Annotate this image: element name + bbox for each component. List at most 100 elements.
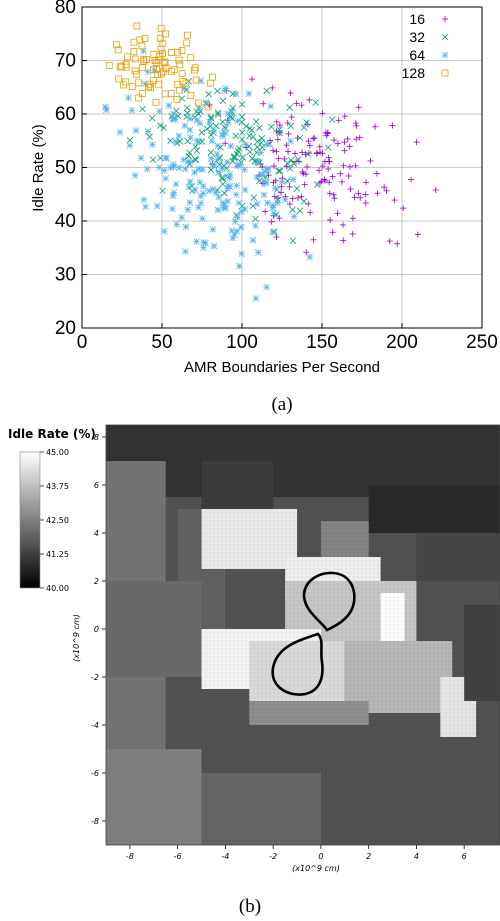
scatter-point xyxy=(130,38,138,46)
scatter-point xyxy=(214,156,221,163)
scatter-point xyxy=(326,190,333,197)
scatter-point xyxy=(304,163,311,170)
scatter-point xyxy=(316,167,323,174)
scatter-point xyxy=(337,170,344,177)
scatter-point xyxy=(241,166,248,173)
colorbar-ticks: 45.00 43.75 42.50 41.25 40.00 xyxy=(40,448,69,593)
scatter-point xyxy=(199,183,207,190)
scatter-point xyxy=(182,223,190,231)
scatter-point xyxy=(170,110,177,118)
scatter-point xyxy=(413,139,420,146)
scatter-point xyxy=(238,250,245,258)
heatmap-cell xyxy=(106,581,202,677)
scatter-point xyxy=(175,132,183,140)
scatter-point xyxy=(341,113,348,120)
scatter-point xyxy=(197,193,205,200)
scatter-point xyxy=(351,194,358,201)
scatter-point xyxy=(138,64,146,72)
scatter-point xyxy=(232,191,240,198)
scatter-point xyxy=(214,206,222,214)
scatter-point xyxy=(246,132,253,139)
colorbar-tick-label: 43.75 xyxy=(46,482,69,491)
scatter-point xyxy=(172,138,180,145)
scatter-y-tick-label: 20 xyxy=(55,318,76,339)
scatter-y-ticks: 20 30 40 50 60 70 80 xyxy=(55,0,87,339)
scatter-point xyxy=(226,171,234,178)
scatter-point xyxy=(349,215,356,222)
scatter-point xyxy=(276,167,284,175)
scatter-point xyxy=(394,240,401,247)
scatter-point xyxy=(222,85,230,92)
heatmap-x-tick-label: -8 xyxy=(126,852,134,861)
scatter-point xyxy=(161,90,169,98)
scatter-point xyxy=(186,178,194,185)
scatter-point xyxy=(273,118,280,125)
scatter-point xyxy=(207,166,215,174)
scatter-point xyxy=(208,137,216,145)
scatter-point xyxy=(270,147,277,154)
scatter-point xyxy=(231,231,238,239)
scatter-point xyxy=(193,147,201,154)
scatter-point xyxy=(210,162,218,170)
scatter-point xyxy=(292,150,299,157)
scatter-point xyxy=(126,142,134,149)
scatter-point xyxy=(241,186,249,194)
scatter-point xyxy=(345,173,352,180)
scatter-point xyxy=(306,253,314,261)
scatter-point xyxy=(176,86,184,94)
scatter-point xyxy=(304,150,312,158)
scatter-point xyxy=(287,156,295,164)
scatter-y-tick-label: 60 xyxy=(55,104,76,125)
scatter-point xyxy=(198,129,206,136)
heatmap-y-tick-label: 2 xyxy=(94,577,99,586)
scatter-point xyxy=(238,129,246,136)
scatter-point xyxy=(146,133,153,140)
scatter-point xyxy=(299,149,306,156)
scatter-x-tick-label: 150 xyxy=(306,332,338,353)
scatter-point xyxy=(115,75,123,83)
scatter-point xyxy=(176,61,184,69)
scatter-point xyxy=(346,143,353,150)
scatter-point xyxy=(227,113,235,121)
scatter-point xyxy=(353,122,360,129)
heatmap-y-tick-label: 6 xyxy=(94,481,99,490)
scatter-point xyxy=(303,249,310,256)
scatter-point xyxy=(235,199,243,207)
heatmap-y-tick-label: 4 xyxy=(94,529,99,538)
scatter-point xyxy=(184,109,191,117)
scatter-point xyxy=(252,215,259,223)
scatter-point xyxy=(400,205,407,212)
scatter-point xyxy=(329,229,336,236)
scatter-point xyxy=(271,184,279,192)
scatter-point xyxy=(373,170,380,177)
scatter-point xyxy=(131,55,139,63)
heatmap-cell xyxy=(368,485,500,533)
scatter-point xyxy=(196,178,204,186)
scatter-point xyxy=(234,117,241,125)
scatter-point xyxy=(391,197,398,204)
scatter-point xyxy=(299,168,306,175)
scatter-point xyxy=(352,120,359,127)
scatter-point xyxy=(353,136,360,143)
scatter-point xyxy=(171,116,179,123)
scatter-point xyxy=(210,242,218,250)
scatter-point xyxy=(238,136,246,143)
scatter-point xyxy=(346,163,353,170)
scatter-point xyxy=(203,125,211,133)
colorbar-tick-label: 42.50 xyxy=(46,516,69,525)
scatter-point xyxy=(178,214,186,221)
scatter-point xyxy=(183,104,191,112)
heatmap-y-tick-label: -4 xyxy=(91,721,99,730)
scatter-point xyxy=(140,57,148,65)
scatter-point xyxy=(319,163,326,170)
scatter-point xyxy=(296,134,304,142)
scatter-point xyxy=(181,122,189,130)
scatter-point xyxy=(263,87,271,94)
scatter-point xyxy=(206,118,213,126)
scatter-point xyxy=(153,65,161,73)
scatter-point xyxy=(334,140,341,147)
scatter-x-ticks: 0 50 100 150 200 250 xyxy=(77,323,498,353)
heatmap-x-tick-label: -2 xyxy=(269,852,277,861)
scatter-point xyxy=(381,184,388,191)
